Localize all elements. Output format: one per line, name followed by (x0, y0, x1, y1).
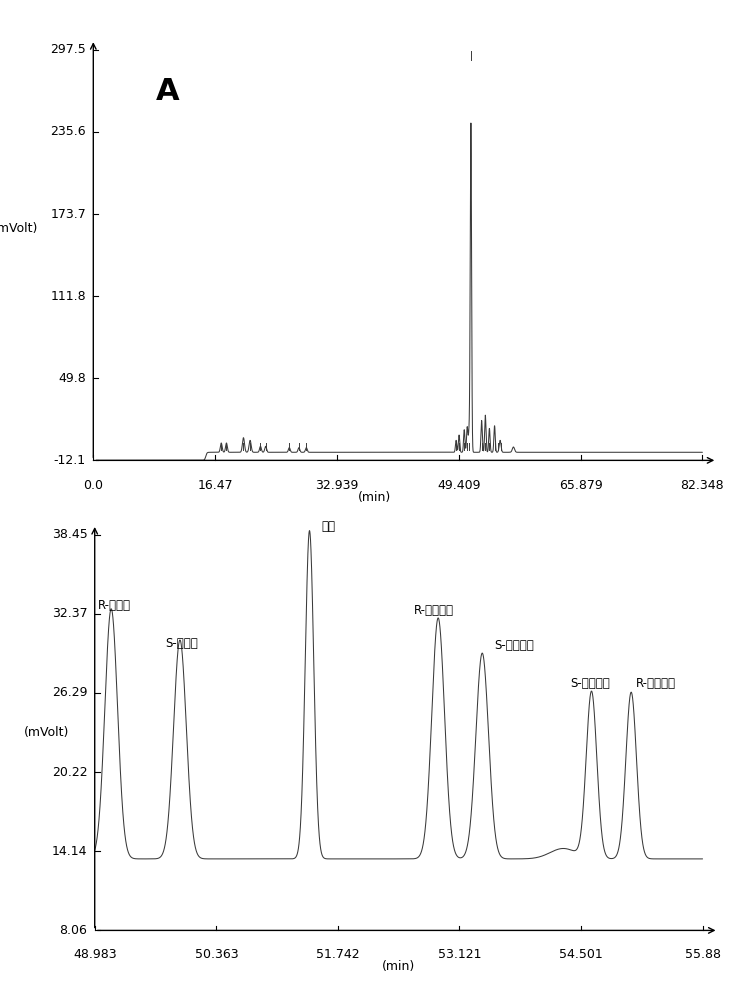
Text: 32.37: 32.37 (52, 607, 87, 620)
Text: 82.348: 82.348 (681, 479, 724, 492)
Text: S-假木贼碱: S-假木贼碱 (571, 677, 610, 690)
Text: (min): (min) (382, 960, 415, 973)
Text: 48.983: 48.983 (73, 948, 117, 961)
Text: A: A (155, 77, 179, 106)
Text: 54.501: 54.501 (560, 948, 603, 961)
Text: 50.363: 50.363 (194, 948, 238, 961)
Text: (min): (min) (358, 491, 391, 504)
Text: 49.409: 49.409 (437, 479, 480, 492)
Text: R-假木贼碱: R-假木贼碱 (636, 677, 675, 690)
Text: 20.22: 20.22 (52, 766, 87, 779)
Text: 32.939: 32.939 (315, 479, 359, 492)
Text: 0.0: 0.0 (84, 479, 103, 492)
Text: 111.8: 111.8 (50, 290, 86, 303)
Text: (mVolt): (mVolt) (24, 726, 69, 739)
Text: 65.879: 65.879 (559, 479, 603, 492)
Text: R-新烟草碱: R-新烟草碱 (414, 604, 453, 617)
Text: 55.88: 55.88 (684, 948, 721, 961)
Text: 173.7: 173.7 (50, 208, 86, 221)
Text: 53.121: 53.121 (438, 948, 481, 961)
Text: 26.29: 26.29 (52, 686, 87, 699)
Text: 8.06: 8.06 (60, 924, 87, 937)
Text: S-新烟草碱: S-新烟草碱 (495, 639, 534, 652)
Text: 49.8: 49.8 (58, 372, 86, 385)
Text: 51.742: 51.742 (316, 948, 360, 961)
Text: 38.45: 38.45 (52, 528, 87, 541)
Text: (mVolt): (mVolt) (0, 222, 38, 235)
Text: R-降烟碱: R-降烟碱 (98, 599, 131, 612)
Text: 内标: 内标 (321, 520, 335, 533)
Text: 297.5: 297.5 (50, 43, 86, 56)
Text: 235.6: 235.6 (50, 125, 86, 138)
Text: S-降烟碱: S-降烟碱 (165, 637, 198, 650)
Text: 16.47: 16.47 (197, 479, 233, 492)
Text: 14.14: 14.14 (52, 845, 87, 858)
Text: -12.1: -12.1 (54, 454, 86, 467)
